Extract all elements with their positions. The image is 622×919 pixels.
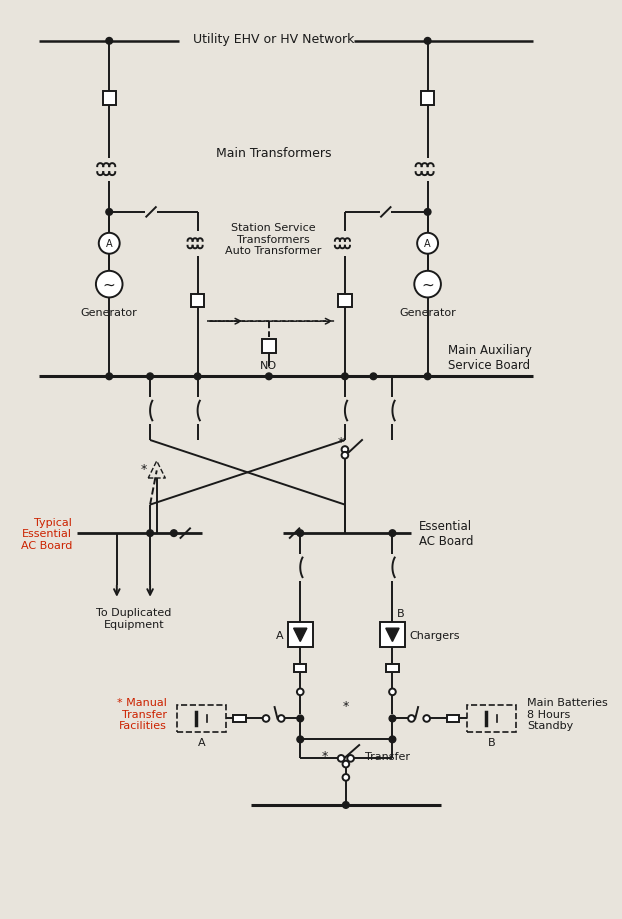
Text: Utility EHV or HV Network: Utility EHV or HV Network	[193, 32, 355, 46]
Circle shape	[341, 447, 348, 453]
Polygon shape	[386, 629, 399, 641]
Circle shape	[389, 715, 396, 722]
Circle shape	[389, 530, 396, 537]
Polygon shape	[294, 629, 307, 641]
Bar	[191, 294, 204, 308]
Circle shape	[408, 715, 415, 722]
Text: Typical
Essential
AC Board: Typical Essential AC Board	[21, 517, 72, 550]
Bar	[338, 294, 351, 308]
Circle shape	[343, 774, 349, 781]
Circle shape	[414, 271, 441, 298]
Text: *: *	[141, 462, 147, 475]
Bar	[103, 92, 116, 106]
Bar	[421, 92, 434, 106]
Text: Generator: Generator	[81, 308, 137, 318]
Text: Main Batteries
8 Hours
Standby: Main Batteries 8 Hours Standby	[527, 698, 608, 731]
Text: ~: ~	[103, 278, 116, 292]
Bar	[466, 706, 516, 732]
Bar	[177, 706, 226, 732]
Circle shape	[262, 715, 269, 722]
Circle shape	[424, 374, 431, 380]
Circle shape	[297, 715, 304, 722]
Bar	[233, 715, 246, 722]
Text: To Duplicated
Equipment: To Duplicated Equipment	[96, 607, 172, 630]
Text: B: B	[397, 608, 405, 618]
Text: A: A	[198, 738, 205, 748]
Circle shape	[417, 233, 438, 255]
Text: Generator: Generator	[399, 308, 456, 318]
Circle shape	[147, 374, 154, 380]
Circle shape	[99, 233, 119, 255]
Circle shape	[106, 39, 113, 45]
Text: A: A	[106, 239, 113, 249]
Bar	[288, 623, 313, 648]
Bar	[386, 664, 399, 673]
Text: ~: ~	[421, 278, 434, 292]
Circle shape	[389, 736, 396, 743]
Circle shape	[338, 755, 345, 762]
Circle shape	[424, 715, 430, 722]
Circle shape	[343, 761, 349, 767]
Text: A: A	[424, 239, 431, 249]
Circle shape	[341, 374, 348, 380]
Text: Chargers: Chargers	[409, 630, 460, 641]
Text: NO: NO	[261, 361, 277, 370]
Circle shape	[170, 530, 177, 537]
Circle shape	[278, 715, 285, 722]
Circle shape	[424, 210, 431, 216]
Circle shape	[297, 530, 304, 537]
Circle shape	[297, 736, 304, 743]
Circle shape	[389, 688, 396, 696]
Text: * Manual
Transfer
Facilities: * Manual Transfer Facilities	[118, 698, 167, 731]
Circle shape	[106, 210, 113, 216]
Circle shape	[194, 374, 201, 380]
Circle shape	[347, 755, 354, 762]
Circle shape	[341, 452, 348, 459]
Circle shape	[96, 271, 123, 298]
Circle shape	[343, 801, 349, 809]
Circle shape	[266, 374, 272, 380]
Text: *: *	[343, 698, 349, 712]
Text: *: *	[322, 749, 328, 762]
Text: Main Auxiliary
Service Board: Main Auxiliary Service Board	[448, 343, 531, 371]
Text: Main Transformers: Main Transformers	[216, 147, 332, 160]
Bar	[262, 340, 276, 353]
Circle shape	[297, 688, 304, 696]
Circle shape	[147, 530, 154, 537]
Circle shape	[106, 374, 113, 380]
Text: *: *	[338, 436, 344, 448]
Circle shape	[370, 374, 377, 380]
Bar	[447, 715, 460, 722]
Text: Transfer: Transfer	[365, 751, 410, 761]
Text: B: B	[488, 738, 495, 748]
Text: Essential
AC Board: Essential AC Board	[419, 519, 473, 548]
Text: A: A	[276, 630, 283, 641]
Bar	[380, 623, 405, 648]
Circle shape	[424, 39, 431, 45]
Bar	[294, 664, 307, 673]
Text: Station Service
Transformers
Auto Transformer: Station Service Transformers Auto Transf…	[225, 222, 322, 255]
